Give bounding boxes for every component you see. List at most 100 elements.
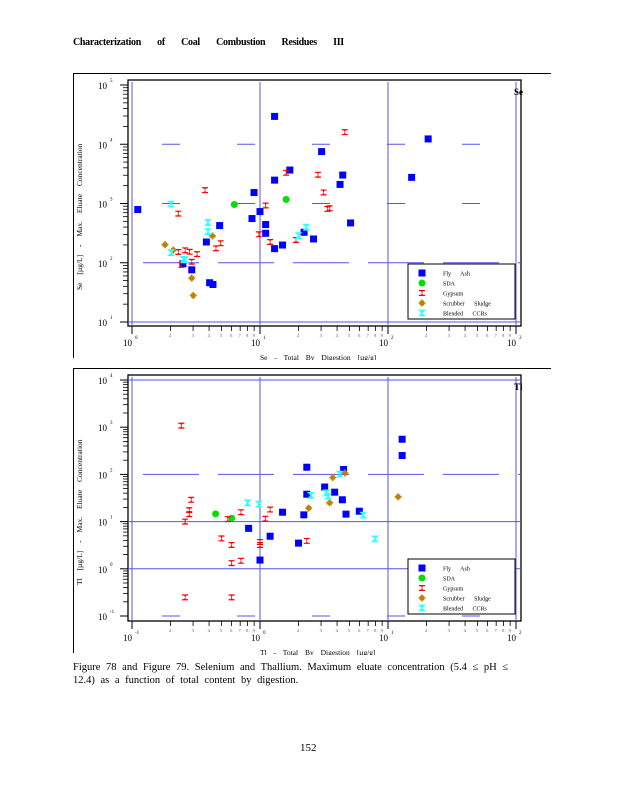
fly-ash-marker (134, 206, 142, 214)
x-minor-tick-label: 2 (297, 628, 299, 633)
fly-ash-marker (202, 238, 210, 246)
fly-ash-marker (279, 241, 287, 249)
blended-ccrs-marker (181, 256, 190, 264)
legend-box (407, 263, 516, 320)
y-axis-title: Tl [µg/L] - Max. Eluate Concentration (75, 439, 84, 585)
sda-marker (418, 279, 426, 287)
x-minor-tick-label: 8 (502, 333, 505, 338)
scrubber-sludge-marker (394, 493, 402, 501)
sda-marker (282, 195, 290, 203)
fly-ash-marker (331, 488, 339, 496)
page-number: 152 (300, 742, 317, 754)
gypsum-marker (419, 585, 425, 591)
y-tick-label-exponent: 2 (110, 257, 113, 262)
y-tick-label-base: 10 (98, 259, 108, 269)
fly-ash-marker (271, 245, 279, 253)
x-minor-tick-label: 7 (239, 628, 242, 633)
x-minor-tick-label: 6 (486, 628, 489, 633)
legend-label: Blended CCRs (443, 312, 488, 318)
y-tick-label-base: 10 (98, 612, 108, 622)
gypsum-marker (324, 205, 331, 212)
x-tick-label-exponent: 3 (519, 336, 522, 341)
gypsum-marker (186, 248, 193, 255)
x-axis-title: Se - Total By Digestion [µg/g] (260, 353, 376, 360)
x-minor-tick-label: 7 (239, 333, 242, 338)
x-minor-tick-label: 3 (192, 628, 195, 633)
gypsum-marker (228, 560, 235, 567)
x-minor-tick-label: 9 (509, 628, 512, 633)
x-minor-tick-label: 4 (208, 628, 211, 633)
fly-ash-marker (262, 221, 270, 229)
legend-label: SDA (443, 577, 456, 583)
x-tick-label-base: 10 (123, 338, 133, 348)
fly-ash-marker (266, 532, 274, 540)
scrubber-sludge-marker (305, 504, 313, 512)
scrubber-sludge-marker (208, 232, 216, 240)
tl-scatter-chart: 10 -110 010 110 210 310 410 -12 3 4 5 6 7 8 910 02 3 4 5 6 7… (75, 374, 523, 655)
scrubber-sludge-marker (341, 469, 349, 477)
sda-marker (230, 201, 238, 209)
gypsum-marker (419, 290, 425, 296)
x-minor-tick-label: 5 (220, 333, 223, 338)
legend-label: Gypsum (443, 292, 464, 298)
y-tick-label-exponent: 0 (110, 563, 113, 568)
y-tick-label-exponent: 3 (110, 198, 113, 203)
x-minor-tick-label: 9 (381, 628, 384, 633)
x-tick-label-base: 10 (379, 338, 389, 348)
series-fly-ash (245, 435, 406, 564)
x-minor-tick-label: 2 (425, 628, 427, 633)
y-tick-label-exponent: 4 (110, 374, 113, 379)
y-tick-label-base: 10 (98, 81, 108, 91)
x-minor-tick-label: 9 (381, 333, 384, 338)
y-tick-label-base: 10 (98, 140, 108, 150)
blended-ccrs-marker (306, 491, 315, 499)
fly-ash-marker (303, 490, 311, 498)
fly-ash-marker (321, 483, 329, 491)
x-minor-tick-label: 7 (495, 628, 498, 633)
x-minor-tick-label: 2 (425, 333, 427, 338)
x-minor-tick-label: 8 (246, 628, 249, 633)
x-minor-tick-label: 9 (253, 628, 256, 633)
series-gypsum (178, 422, 310, 601)
fly-ash-marker (347, 219, 355, 227)
fly-ash-marker (248, 215, 256, 223)
x-tick-label-base: 10 (251, 633, 261, 643)
fly-ash-marker (424, 135, 432, 143)
series-blended-ccrs (167, 200, 311, 264)
series-blended-ccrs (243, 470, 379, 543)
x-minor-tick-label: 4 (464, 628, 467, 633)
gypsum-marker (186, 507, 193, 514)
fly-ash-marker (339, 171, 347, 179)
gypsum-marker (320, 189, 327, 196)
fly-ash-marker (188, 266, 196, 274)
gypsum-marker (262, 515, 269, 522)
y-tick-label-exponent: 1 (110, 516, 113, 521)
x-minor-tick-label: 8 (502, 628, 505, 633)
plot-area-frame (127, 374, 522, 622)
x-minor-tick-label: 8 (374, 333, 377, 338)
legend-label: Scrubber Sludge (443, 597, 491, 603)
x-tick-label-exponent: 2 (519, 631, 522, 636)
x-minor-tick-label: 4 (464, 333, 467, 338)
x-axis-title: Tl - Total By Digestion [µg/g] (260, 648, 376, 655)
x-minor-tick-label: 6 (486, 333, 489, 338)
x-minor-tick-label: 6 (358, 628, 361, 633)
blended-ccrs-marker (254, 500, 263, 508)
x-minor-tick-label: 4 (336, 628, 339, 633)
fly-ash-marker (271, 176, 279, 184)
x-minor-tick-label: 9 (509, 333, 512, 338)
blended-ccrs-marker (302, 223, 311, 231)
gypsum-marker (178, 261, 185, 268)
gypsum-marker (315, 171, 322, 178)
blended-ccrs-marker (203, 219, 212, 226)
gypsum-marker (267, 238, 274, 245)
scrubber-sludge-marker (189, 292, 197, 300)
fly-ash-marker (418, 269, 426, 277)
legend-label: Fly Ash (443, 567, 470, 573)
chart-element-label: Se (514, 87, 523, 97)
x-minor-tick-label: 8 (374, 628, 377, 633)
blended-ccrs-marker (418, 604, 426, 612)
fly-ash-marker (310, 235, 318, 243)
blended-ccrs-marker (243, 499, 252, 507)
